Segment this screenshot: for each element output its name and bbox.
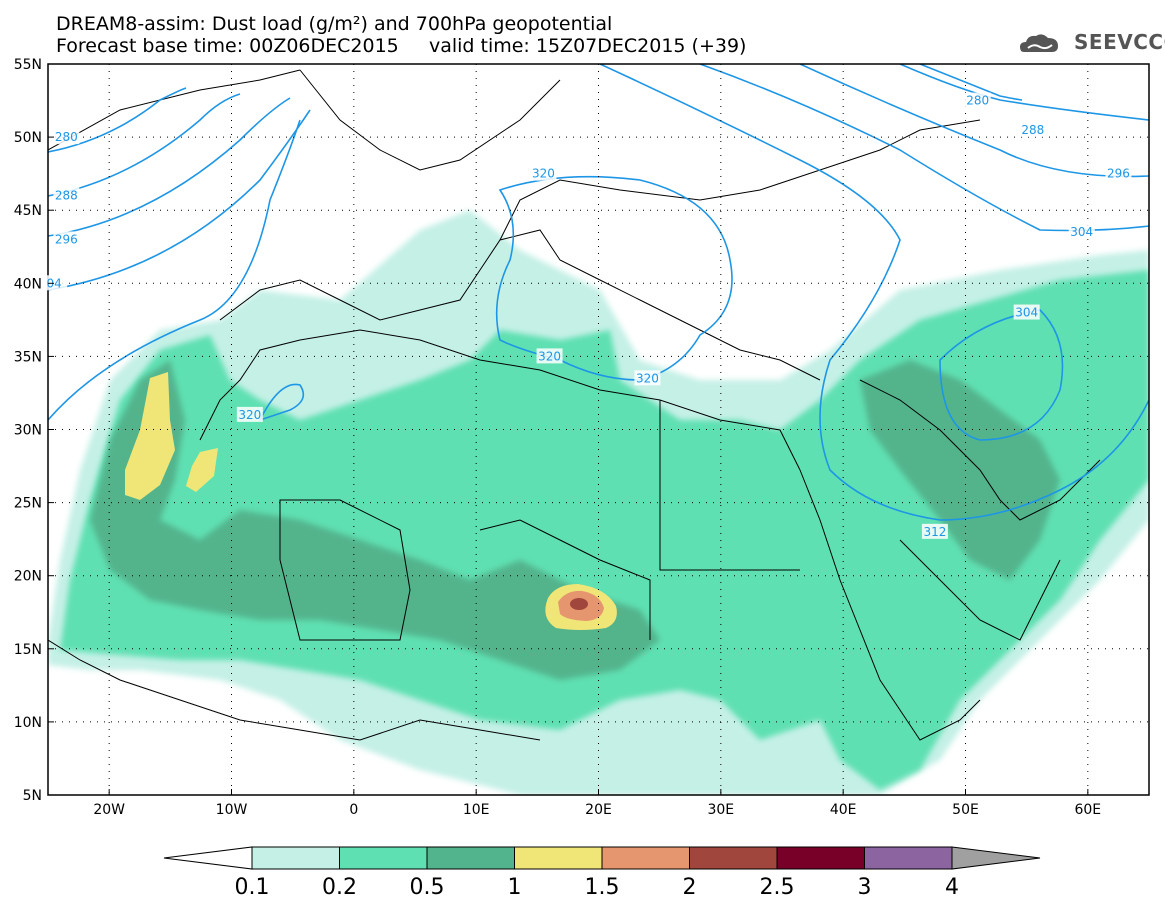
longitude-tick-label: 60E: [1074, 802, 1101, 818]
contour-label-bg: [236, 406, 263, 422]
latitude-tick-label: 35N: [14, 349, 42, 365]
latitude-labels: 55N 50N 45N 40N 35N 30N 25N 20N 15N 10N 5N: [14, 57, 54, 804]
contour-label-bg: [53, 187, 80, 203]
contour-label: 296: [1107, 167, 1130, 181]
contour-label: 320: [238, 408, 261, 422]
dust-region-1b: [186, 448, 218, 492]
dust-region-dense-east: [860, 360, 1060, 580]
latitude-tick-label: 50N: [14, 130, 42, 146]
graticule: [48, 64, 1149, 795]
contour-label-bg: [1013, 304, 1040, 320]
colorbar-label: 0.5: [410, 875, 445, 900]
contour-label: 320: [532, 167, 555, 181]
colorbar-high-arrow: [951, 846, 1041, 870]
colorbar-swatch: [426, 846, 515, 870]
latitude-tick-label: 55N: [14, 57, 42, 73]
dust-region-1: [125, 372, 175, 500]
contour-label-bg: [53, 129, 80, 145]
latitude-tick-label: 15N: [14, 642, 42, 658]
contour-label-bg: [1105, 165, 1132, 181]
seevccc-logo: [1020, 34, 1058, 52]
contour-label-bg: [536, 348, 563, 364]
contour-label-bg: [53, 231, 80, 247]
contour-labels: 280 288 296 04 320 320 320 320 280 288 296 304 304 31…: [41, 92, 1132, 539]
contour-label-bg: [634, 370, 661, 386]
contour-label: 320: [538, 349, 561, 363]
latitude-tick-label: 40N: [14, 276, 42, 292]
contour-label-bg: [1068, 224, 1095, 240]
latitude-tick-label: 10N: [14, 715, 42, 731]
longitude-tick-label: 40E: [830, 802, 857, 818]
latitude-tick-label: 20N: [14, 569, 42, 585]
colorbar-low-arrow: [163, 846, 253, 870]
colorbar-label: 0.2: [322, 875, 357, 900]
contour-label: 288: [55, 189, 78, 203]
dust-fields: [48, 64, 1149, 795]
contour-label-bg: [964, 92, 991, 108]
longitude-labels: 20W 10W 0 10E 20E 30E 40E 50E 60E: [93, 789, 1101, 818]
colorbar-swatch: [689, 846, 778, 870]
contour-label-bg: [41, 275, 68, 291]
latitude-tick-label: 45N: [14, 203, 42, 219]
contour-label: 320: [636, 371, 659, 385]
contour-label: 296: [55, 232, 78, 246]
contour-label-bg: [530, 165, 557, 181]
coastlines: [48, 69, 1101, 741]
longitude-tick-label: 10W: [216, 802, 248, 818]
contour-label: 280: [966, 94, 989, 108]
longitude-tick-label: 50E: [952, 802, 979, 818]
map-title: DREAM8-assim: Dust load (g/m²) and 700hP…: [56, 13, 613, 35]
colorbar-label: 0.1: [235, 875, 270, 900]
colorbar-swatch: [251, 846, 340, 870]
dust-region-2: [570, 598, 588, 610]
contour-label: 280: [55, 130, 78, 144]
dust-region-dense: [90, 360, 660, 680]
contour-label: 304: [1015, 306, 1038, 320]
longitude-tick-label: 30E: [707, 802, 734, 818]
logo-text: SEEVCCC: [1074, 30, 1165, 54]
colorbar-swatch: [864, 846, 953, 870]
colorbar-swatch: [776, 846, 865, 870]
colorbar-label: 2.5: [760, 875, 795, 900]
longitude-tick-label: 10E: [463, 802, 490, 818]
colorbar: 0.1 0.2 0.5 1 1.5 2 2.5 3 4: [163, 846, 1041, 900]
colorbar-swatch: [339, 846, 428, 870]
latitude-tick-label: 5N: [23, 788, 42, 804]
colorbar-label: 4: [945, 875, 959, 900]
contour-label: 04: [46, 276, 61, 290]
colorbar-swatch: [601, 846, 690, 870]
colorbar-label: 1.5: [585, 875, 620, 900]
latitude-tick-label: 30N: [14, 423, 42, 439]
longitude-tick-label: 20W: [93, 802, 125, 818]
longitude-tick-label: 20E: [585, 802, 612, 818]
contour-label: 288: [1021, 123, 1044, 137]
contour-label: 312: [923, 525, 946, 539]
colorbar-label: 3: [858, 875, 872, 900]
contour-label: 304: [1070, 225, 1093, 239]
latitude-tick-label: 25N: [14, 496, 42, 512]
contour-label-bg: [921, 523, 948, 539]
colorbar-label: 2: [683, 875, 697, 900]
longitude-tick-label: 0: [349, 802, 358, 818]
colorbar-swatch: [514, 846, 603, 870]
forecast-time-subtitle: Forecast base time: 00Z06DEC2015 valid t…: [56, 35, 747, 57]
colorbar-label: 1: [508, 875, 522, 900]
contour-label-bg: [1019, 121, 1046, 137]
